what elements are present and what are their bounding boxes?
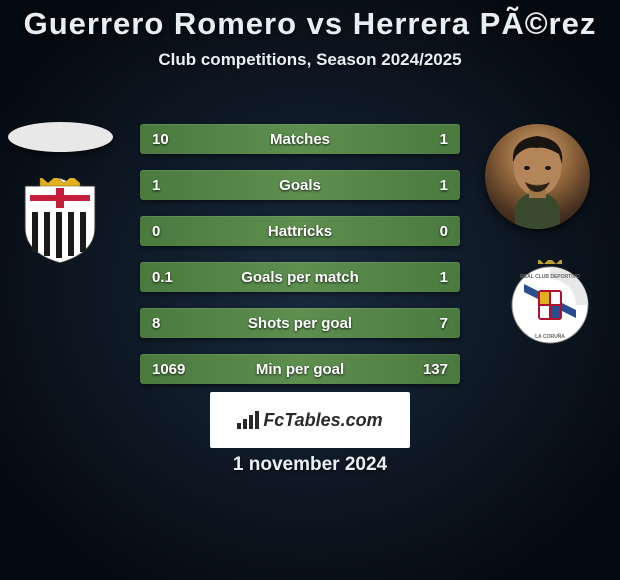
stat-left-value: 8: [152, 315, 160, 332]
stat-label: Hattricks: [140, 223, 460, 240]
stat-left-value: 1069: [152, 361, 185, 378]
stat-label: Goals per match: [140, 269, 460, 286]
player-right-avatar: [485, 124, 590, 229]
svg-text:REAL CLUB DEPORTIVO: REAL CLUB DEPORTIVO: [520, 274, 580, 280]
player-left-avatar: [8, 122, 113, 152]
stat-row: 8 Shots per goal 7: [140, 308, 460, 338]
stat-right-value: 1: [440, 269, 448, 286]
content: Guerrero Romero vs Herrera PÃ©rez Club c…: [0, 0, 620, 580]
stat-row: 1 Goals 1: [140, 170, 460, 200]
stat-row: 1069 Min per goal 137: [140, 354, 460, 384]
page-title: Guerrero Romero vs Herrera PÃ©rez: [0, 0, 620, 42]
stat-right-value: 7: [440, 315, 448, 332]
stat-left-value: 1: [152, 177, 160, 194]
title-text: Guerrero Romero vs Herrera PÃ©rez: [24, 6, 597, 41]
stat-left-value: 10: [152, 131, 169, 148]
stat-label: Min per goal: [140, 361, 460, 378]
stat-right-value: 137: [423, 361, 448, 378]
avatar-icon: [485, 124, 590, 229]
shield-icon: REAL CLUB DEPORTIVO LA CORUÑA: [500, 260, 600, 345]
stat-label: Matches: [140, 131, 460, 148]
stat-right-value: 1: [440, 177, 448, 194]
subtitle: Club competitions, Season 2024/2025: [0, 50, 620, 70]
stat-left-value: 0: [152, 223, 160, 240]
stat-right-value: 1: [440, 131, 448, 148]
stat-label: Shots per goal: [140, 315, 460, 332]
shield-icon: [20, 178, 100, 263]
date-label: 1 november 2024: [0, 454, 620, 476]
stat-left-value: 0.1: [152, 269, 173, 286]
club-left-crest: [20, 178, 120, 263]
fctables-badge: FcTables.com: [210, 392, 410, 448]
fctables-text: FcTables.com: [263, 410, 382, 431]
stat-label: Goals: [140, 177, 460, 194]
fctables-label: FcTables.com: [237, 410, 382, 431]
svg-text:LA CORUÑA: LA CORUÑA: [535, 333, 565, 340]
club-right-crest: REAL CLUB DEPORTIVO LA CORUÑA: [500, 260, 600, 345]
stat-right-value: 0: [440, 223, 448, 240]
stat-row: 0.1 Goals per match 1: [140, 262, 460, 292]
stat-row: 10 Matches 1: [140, 124, 460, 154]
stat-row: 0 Hattricks 0: [140, 216, 460, 246]
stats-block: 10 Matches 1 1 Goals 1 0 Hattricks 0 0.1…: [140, 124, 460, 400]
bars-icon: [237, 411, 259, 429]
